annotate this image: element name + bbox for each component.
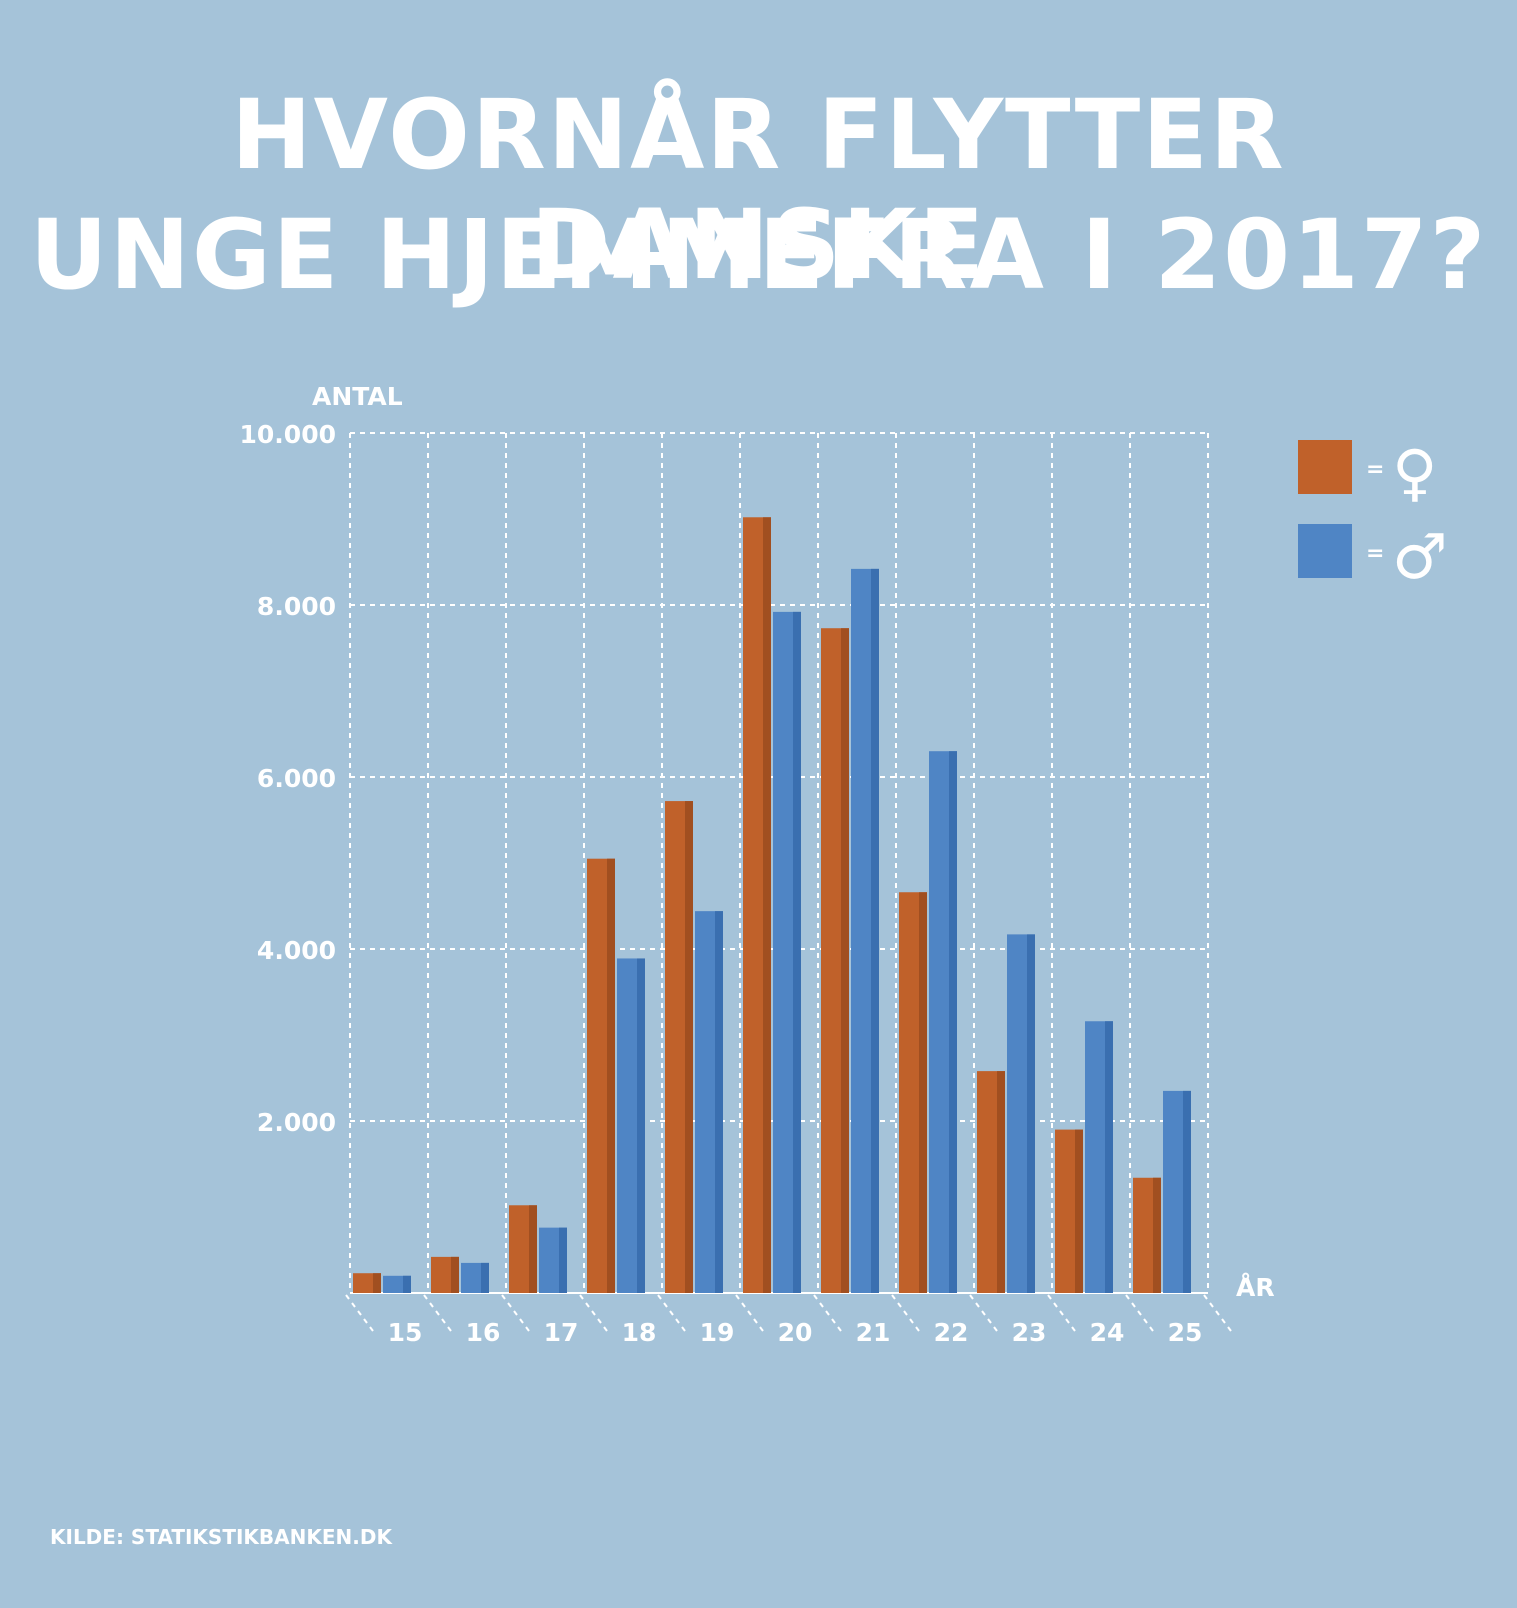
female-bar-shade-17 bbox=[529, 1205, 537, 1293]
legend-equals-1: = bbox=[1366, 541, 1384, 566]
x-tick-mark-3 bbox=[579, 1294, 611, 1336]
x-tick-mark-10 bbox=[1125, 1294, 1157, 1336]
legend-equals-0: = bbox=[1366, 457, 1384, 482]
male-bar-shade-19 bbox=[715, 911, 723, 1293]
female-bar-shade-22 bbox=[919, 892, 927, 1293]
title-line-2: UNGE HJEMMEFRA I 2017? bbox=[29, 199, 1488, 311]
x-tick-label-22: 22 bbox=[934, 1318, 969, 1347]
y-tick-label-3: 8.000 bbox=[257, 592, 336, 621]
female-bar-shade-16 bbox=[451, 1256, 459, 1293]
x-tick-mark-6 bbox=[813, 1294, 845, 1336]
y-tick-label-4: 10.000 bbox=[240, 420, 336, 449]
x-tick-label-16: 16 bbox=[466, 1318, 501, 1347]
x-tick-label-18: 18 bbox=[622, 1318, 657, 1347]
male-bar-shade-17 bbox=[559, 1227, 567, 1293]
x-tick-label-15: 15 bbox=[388, 1318, 423, 1347]
male-bar-shade-20 bbox=[793, 611, 801, 1293]
x-tick-mark-0 bbox=[345, 1294, 377, 1336]
female-bar-shade-18 bbox=[607, 858, 615, 1293]
male-bar-shade-25 bbox=[1183, 1090, 1191, 1293]
title-line-1: HVORNÅR FLYTTER DANSKE bbox=[231, 79, 1286, 301]
x-tick-label-21: 21 bbox=[856, 1318, 891, 1347]
female-symbol-icon: ♀ bbox=[1392, 436, 1437, 509]
male-bar-shade-23 bbox=[1027, 934, 1035, 1293]
y-tick-label-0: 2.000 bbox=[257, 1108, 336, 1137]
x-tick-label-25: 25 bbox=[1168, 1318, 1203, 1347]
female-bar-shade-25 bbox=[1153, 1177, 1161, 1293]
female-bar-shade-24 bbox=[1075, 1129, 1083, 1293]
x-tick-mark-2 bbox=[501, 1294, 533, 1336]
y-axis-label: ANTAL bbox=[312, 382, 403, 411]
male-bar-shade-16 bbox=[481, 1262, 489, 1293]
x-tick-mark-4 bbox=[657, 1294, 689, 1336]
y-tick-label-2: 6.000 bbox=[257, 764, 336, 793]
x-tick-mark-7 bbox=[891, 1294, 923, 1336]
x-tick-mark-11 bbox=[1203, 1294, 1235, 1336]
source-note: KILDE: STATIKSTIKBANKEN.DK bbox=[50, 1525, 392, 1549]
legend-swatch-0 bbox=[1298, 440, 1352, 494]
female-bar-shade-19 bbox=[685, 801, 693, 1293]
female-bar-shade-20 bbox=[763, 517, 771, 1293]
x-tick-label-23: 23 bbox=[1012, 1318, 1047, 1347]
male-bar-shade-18 bbox=[637, 958, 645, 1293]
x-tick-label-17: 17 bbox=[544, 1318, 579, 1347]
male-bar-shade-21 bbox=[871, 568, 879, 1293]
male-bar-shade-22 bbox=[949, 751, 957, 1293]
x-tick-mark-8 bbox=[969, 1294, 1001, 1336]
x-tick-mark-1 bbox=[423, 1294, 455, 1336]
x-tick-mark-9 bbox=[1047, 1294, 1079, 1336]
y-tick-label-1: 4.000 bbox=[257, 936, 336, 965]
female-bar-shade-23 bbox=[997, 1071, 1005, 1293]
x-tick-label-24: 24 bbox=[1090, 1318, 1125, 1347]
x-tick-mark-5 bbox=[735, 1294, 767, 1336]
male-bar-shade-24 bbox=[1105, 1021, 1113, 1293]
male-bar-shade-15 bbox=[403, 1275, 411, 1293]
x-tick-label-19: 19 bbox=[700, 1318, 735, 1347]
male-symbol-icon: ♂ bbox=[1392, 520, 1448, 593]
female-bar-shade-15 bbox=[373, 1273, 381, 1293]
legend-swatch-1 bbox=[1298, 524, 1352, 578]
female-bar-shade-21 bbox=[841, 628, 849, 1293]
x-tick-label-20: 20 bbox=[778, 1318, 813, 1347]
x-axis-label: ÅR bbox=[1236, 1273, 1275, 1302]
